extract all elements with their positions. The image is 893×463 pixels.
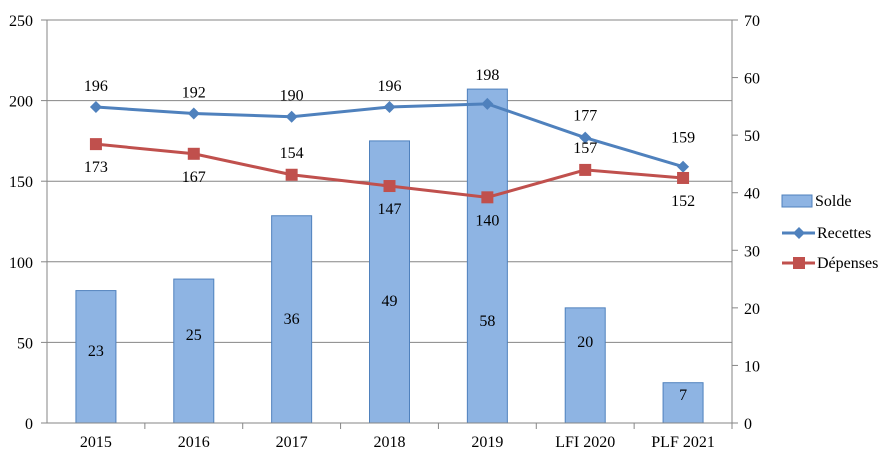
marker-square [481, 191, 494, 204]
marker-square [187, 147, 200, 160]
line-data-label: 159 [671, 130, 695, 147]
right-tick-label: 70 [744, 13, 760, 30]
legend-label-recettes: Recettes [817, 225, 871, 242]
line-data-label: 140 [475, 212, 499, 229]
bar-data-label: 20 [577, 334, 593, 351]
bar-data-label: 7 [679, 387, 687, 404]
legend-marker-square [793, 257, 805, 269]
legend-label-depenses: Dépenses [817, 255, 878, 272]
line-data-label: 198 [475, 67, 499, 84]
bar-solde [75, 290, 117, 424]
line-data-label: 147 [378, 201, 402, 218]
left-tick-label: 50 [17, 335, 33, 352]
right-tick-label: 30 [744, 243, 760, 260]
marker-square [285, 168, 298, 181]
marker-square [89, 138, 102, 151]
line-data-label: 190 [280, 88, 304, 105]
x-tick-label: 2015 [80, 434, 112, 451]
right-tick-label: 0 [744, 416, 752, 433]
marker-diamond [187, 107, 200, 120]
right-tick-label: 10 [744, 358, 760, 375]
line-data-label: 192 [182, 84, 206, 101]
marker-diamond [677, 160, 690, 173]
left-tick-label: 0 [25, 416, 33, 433]
marker-diamond [383, 101, 396, 114]
marker-diamond [89, 101, 102, 114]
legend-marker-diamond [793, 227, 805, 239]
bar-solde [271, 215, 313, 424]
right-tick-label: 50 [744, 128, 760, 145]
marker-square [579, 163, 592, 176]
x-tick-label: 2019 [471, 434, 503, 451]
bar-data-label: 23 [88, 343, 104, 360]
bar-data-label: 49 [382, 293, 398, 310]
line-data-label: 154 [280, 145, 304, 162]
right-tick-label: 60 [744, 71, 760, 88]
marker-diamond [481, 97, 494, 110]
bar-solde [466, 88, 508, 424]
bar-solde [564, 307, 606, 424]
line-data-label: 196 [378, 78, 402, 95]
marker-diamond [579, 131, 592, 144]
left-tick-label: 100 [9, 255, 33, 272]
line-data-label: 157 [573, 140, 597, 157]
bar-data-label: 58 [479, 313, 495, 330]
line-data-label: 167 [182, 169, 206, 186]
right-tick-label: 20 [744, 301, 760, 318]
marker-square [677, 171, 690, 184]
marker-square [383, 180, 396, 193]
line-data-label: 152 [671, 193, 695, 210]
line-data-label: 173 [84, 159, 108, 176]
left-tick-label: 150 [9, 174, 33, 191]
marker-diamond [285, 110, 298, 123]
legend-swatch-solde [781, 194, 813, 208]
legend-label-solde: Solde [815, 193, 851, 210]
line-data-label: 196 [84, 78, 108, 95]
bar-data-label: 25 [186, 327, 202, 344]
right-tick-label: 40 [744, 186, 760, 203]
left-tick-label: 200 [9, 94, 33, 111]
x-tick-label: 2016 [178, 434, 210, 451]
bar-solde [662, 382, 704, 424]
x-tick-label: 2017 [276, 434, 308, 451]
x-tick-label: 2018 [374, 434, 406, 451]
bar-data-label: 36 [284, 311, 300, 328]
bar-solde [173, 278, 215, 424]
left-tick-label: 250 [9, 13, 33, 30]
x-tick-label: LFI 2020 [555, 434, 615, 451]
line-data-label: 177 [573, 108, 597, 125]
x-tick-label: PLF 2021 [651, 434, 715, 451]
